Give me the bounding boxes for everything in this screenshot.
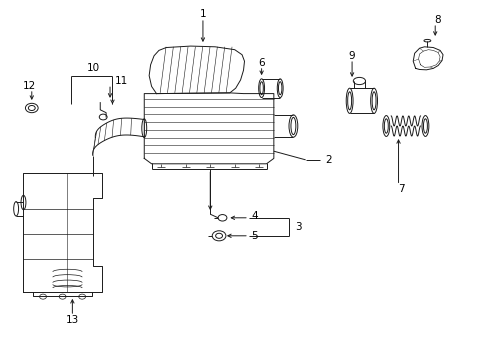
Text: 4: 4	[250, 211, 257, 221]
Text: 3: 3	[294, 222, 301, 232]
Text: 13: 13	[65, 315, 79, 325]
Text: 6: 6	[258, 58, 264, 68]
Text: 2: 2	[325, 155, 331, 165]
Text: 9: 9	[348, 51, 355, 61]
Text: 8: 8	[433, 15, 440, 25]
Text: 5: 5	[250, 231, 257, 241]
Text: 10: 10	[86, 63, 99, 73]
Text: 1: 1	[199, 9, 206, 19]
Text: 11: 11	[114, 76, 128, 86]
Text: 7: 7	[397, 184, 404, 194]
Text: 12: 12	[22, 81, 36, 91]
